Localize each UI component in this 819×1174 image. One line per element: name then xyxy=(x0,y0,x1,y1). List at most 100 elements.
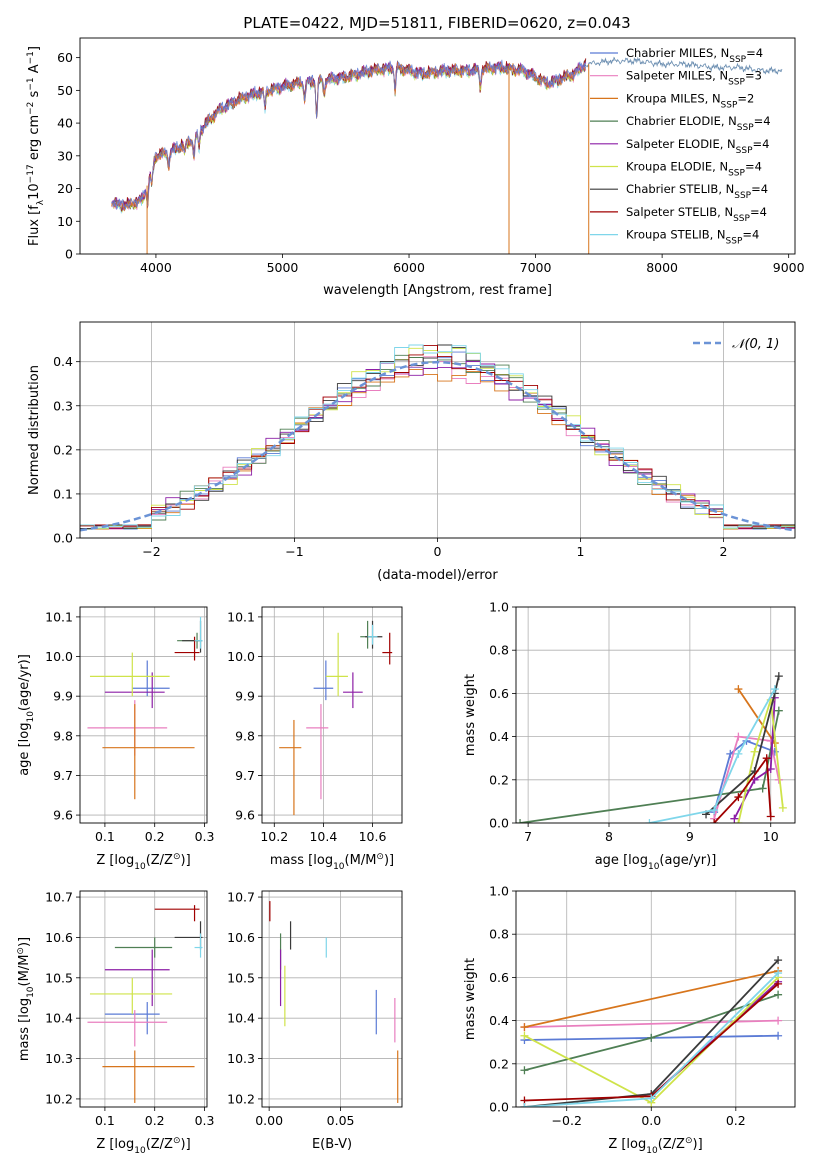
data-point xyxy=(774,706,783,715)
data-point xyxy=(520,1031,529,1040)
legend-entry: Kroupa ELODIE, NSSP=4 xyxy=(626,160,762,179)
y-axis-label-part: A xyxy=(27,64,42,77)
data-point xyxy=(710,819,719,823)
residuals-panel: −2 −1 0 1 2 0.0 0.1 0.2 0.3 0.4 (data-model)/error… xyxy=(27,321,796,583)
y-tick-label: 9.9 xyxy=(235,689,255,704)
y-tick-label: 9.7 xyxy=(235,768,255,783)
age-vs-mass-frame xyxy=(261,606,403,824)
data-point xyxy=(710,806,719,815)
y-tick-label: 10 xyxy=(57,214,73,229)
data-point xyxy=(774,1016,783,1025)
spectrum-panel: 4000 5000 6000 7000 8000 9000 0 10 20 30 40 50 60 wav… xyxy=(26,37,805,298)
y-axis-label-part: −2 xyxy=(26,102,36,115)
x-tick-label: 0.2 xyxy=(145,829,165,844)
y-axis-label-part: −17 xyxy=(26,164,36,183)
figure-title: PLATE=0422, MJD=51811, FIBERID=0620, z=0… xyxy=(243,14,630,32)
mass-vs-Z-plot-area xyxy=(87,905,203,1103)
y-axis-label-part: (age/yr)] xyxy=(17,654,32,711)
x-tick-label: 0.3 xyxy=(195,829,215,844)
legend-entry: Chabrier STELIB, NSSP=4 xyxy=(626,182,768,201)
massweight-vs-age-plot-area xyxy=(516,672,787,823)
legend-entry: Salpeter ELODIE, NSSP=4 xyxy=(626,137,769,156)
data-point xyxy=(778,803,787,812)
legend-entry-part: =4 xyxy=(753,137,770,151)
x-axis-label-part: 10 xyxy=(134,1146,146,1156)
legend-entry-part: SSP xyxy=(721,100,738,110)
x-axis-label-part: )] xyxy=(181,1137,191,1152)
x-tick-label: −2 xyxy=(142,544,160,559)
residuals-frame xyxy=(79,321,796,539)
y-tick-label: 40 xyxy=(57,116,73,131)
legend-entry-part: SSP xyxy=(728,169,745,179)
x-axis-label-part: (Z/Z xyxy=(658,1137,685,1152)
y-tick-label: 10.2 xyxy=(227,1091,255,1106)
data-point xyxy=(520,1103,529,1107)
y-tick-label: 9.6 xyxy=(53,808,73,823)
x-tick-label: 9000 xyxy=(773,260,805,275)
y-tick-label: 0.6 xyxy=(489,686,509,701)
y-tick-label: 30 xyxy=(57,148,73,163)
age-vs-Z-frame xyxy=(79,606,208,824)
series-line xyxy=(524,970,779,1028)
x-axis-label-part: 10 xyxy=(648,862,660,872)
legend-entry-part: =4 xyxy=(745,160,762,174)
data-point xyxy=(520,1066,529,1075)
data-point xyxy=(766,812,775,821)
legend-entry-part: Kroupa MILES, N xyxy=(626,91,721,105)
x-tick-label: 0.0 xyxy=(641,1113,661,1128)
data-point xyxy=(734,685,743,694)
y-tick-label: 0.2 xyxy=(489,772,509,787)
legend-entry-part: Salpeter ELODIE, N xyxy=(626,137,736,151)
y-axis-label-part: 10 xyxy=(27,183,42,200)
y-tick-label: 0.6 xyxy=(489,970,509,985)
y-tick-label: 1.0 xyxy=(489,884,509,899)
legend-entry-part: =3 xyxy=(745,69,762,83)
x-tick-label: 1 xyxy=(577,544,585,559)
x-axis-label-part: ⊙ xyxy=(173,852,181,862)
x-tick-label: 0.1 xyxy=(95,1113,115,1128)
y-axis-label-part: 10 xyxy=(26,986,36,998)
x-axis-label: age [log10(age/yr)] xyxy=(595,853,717,872)
y-tick-label: 10.1 xyxy=(227,609,255,624)
data-point xyxy=(730,814,739,823)
legend-entry-part: Chabrier STELIB, N xyxy=(626,182,734,196)
data-point xyxy=(734,793,743,802)
y-tick-label: 10.2 xyxy=(45,1091,73,1106)
y-tick-label: 0.2 xyxy=(53,442,73,457)
y-tick-label: 9.8 xyxy=(235,728,255,743)
x-tick-label: 5000 xyxy=(267,260,299,275)
x-tick-label: 10.2 xyxy=(260,829,288,844)
age-vs-Z-panel: 0.1 0.2 0.39.69.79.89.910.010.1Z [log10(Z/… xyxy=(17,606,215,872)
x-axis-label-part: (Z/Z xyxy=(146,853,173,868)
legend-entry: Salpeter STELIB, NSSP=4 xyxy=(626,205,767,224)
y-tick-label: 10.7 xyxy=(45,890,73,905)
legend-entry-part: SSP xyxy=(728,78,745,88)
y-tick-label: 0.0 xyxy=(53,531,73,546)
x-axis-label-part: ⊙ xyxy=(173,1136,181,1146)
x-axis-label-part: Z [log xyxy=(608,1137,646,1152)
x-tick-label: −0.2 xyxy=(552,1113,582,1128)
data-point xyxy=(774,1031,783,1040)
x-axis-label-part: )] xyxy=(693,1137,703,1152)
y-tick-label: 0.8 xyxy=(489,643,509,658)
x-axis-label-part: 10 xyxy=(134,862,146,872)
x-axis-label: E(B-V) xyxy=(312,1137,352,1152)
x-tick-label: 4000 xyxy=(140,260,172,275)
x-axis-label-part: (age/yr)] xyxy=(659,853,716,868)
y-tick-label: 10.1 xyxy=(45,609,73,624)
x-tick-label: 2 xyxy=(720,544,728,559)
x-tick-label: 8000 xyxy=(646,260,678,275)
y-axis-label-part: age [log xyxy=(17,723,32,776)
x-tick-label: 0.2 xyxy=(726,1113,746,1128)
x-axis-label-part: ⊙ xyxy=(376,852,384,862)
y-axis-label: Flux [fλ10−17 erg cm−2 s−1 A−1] xyxy=(26,46,46,246)
y-tick-label: 9.6 xyxy=(235,808,255,823)
x-axis-label: (data-model)/error xyxy=(377,568,498,583)
mass-vs-ebv-plot-area xyxy=(269,901,399,1103)
x-axis-label: Z [log10(Z/Z⊙)] xyxy=(96,852,190,872)
y-tick-label: 0.2 xyxy=(489,1056,509,1071)
y-tick-label: 10.4 xyxy=(227,1011,255,1026)
spectrum-plot-area xyxy=(111,56,783,254)
